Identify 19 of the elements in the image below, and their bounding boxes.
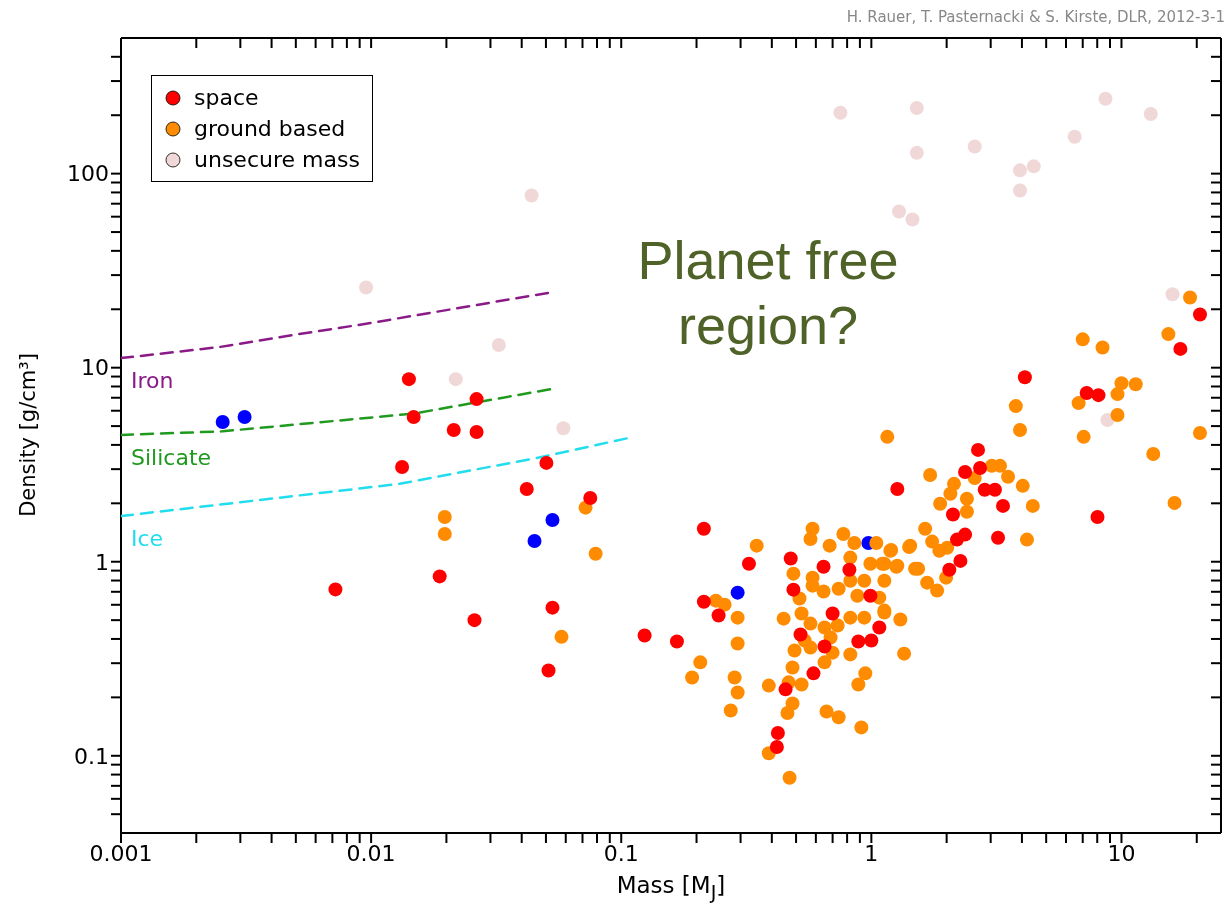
text: H. Rauer, T. Pasternacki & S. Kirste, DLR, 2012-3-1 — [846, 8, 1225, 26]
y-axis-title: Density [g/cm³] — [16, 353, 40, 517]
x-tick-label: 10 — [1107, 840, 1136, 866]
y-tick-label: 0.1 — [74, 743, 109, 769]
y-tick-label: 1 — [95, 549, 109, 575]
legend-label: ground based — [194, 115, 346, 143]
annotation: Planet free region? — [636, 229, 900, 357]
series-label: Silicate — [131, 444, 212, 470]
legend-label: space — [194, 84, 259, 112]
x-tick-label: 0.01 — [346, 840, 396, 866]
series-label: Ice — [131, 526, 164, 552]
y-tick-label: 10 — [81, 355, 109, 381]
x-axis-title: Mass [M$_{J}$] — [615, 872, 727, 904]
series-label: Iron — [131, 368, 174, 394]
y-tick-label: 100 — [67, 161, 109, 187]
legend-label: unsecure mass — [194, 146, 360, 174]
x-tick-label: 0.001 — [89, 840, 153, 866]
x-tick-label: 1 — [864, 840, 879, 866]
x-tick-label: 0.1 — [603, 840, 639, 866]
